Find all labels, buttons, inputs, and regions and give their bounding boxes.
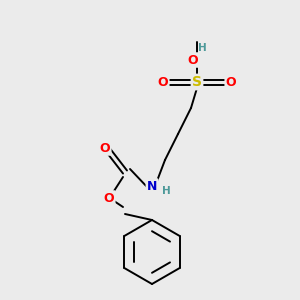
Text: H: H — [162, 186, 170, 196]
Text: N: N — [147, 179, 157, 193]
Text: H: H — [198, 43, 206, 53]
Text: S: S — [192, 75, 202, 89]
Text: O: O — [188, 53, 198, 67]
Text: O: O — [104, 191, 114, 205]
Text: O: O — [158, 76, 168, 88]
Text: O: O — [100, 142, 110, 154]
Text: O: O — [226, 76, 236, 88]
